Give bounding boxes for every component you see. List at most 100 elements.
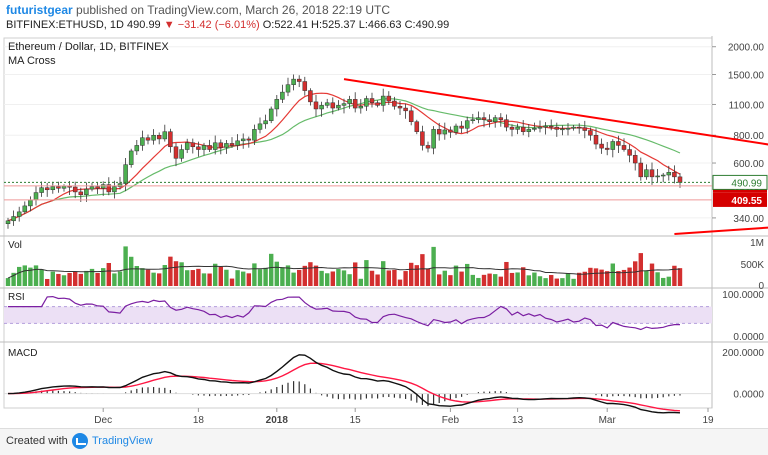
- volume-bar: [369, 270, 375, 286]
- candle-body: [448, 129, 453, 133]
- candle-body: [459, 125, 464, 129]
- volume-bar: [196, 268, 201, 286]
- volume-bar: [599, 269, 604, 286]
- volume-bar: [532, 272, 537, 286]
- candle-body: [380, 95, 386, 106]
- candle-body: [252, 129, 257, 141]
- volume-bar: [297, 269, 302, 286]
- volume-bar: [577, 272, 582, 286]
- volume-bar: [241, 271, 246, 286]
- volume-bar: [565, 273, 571, 286]
- tradingview-logo-icon[interactable]: [72, 433, 88, 449]
- volume-bar: [325, 273, 330, 286]
- plot-frame: [3, 37, 713, 409]
- candle-body: [212, 142, 218, 150]
- volume-bar: [129, 256, 134, 286]
- volume-tick-label: 500K: [741, 260, 765, 271]
- candle-body: [554, 126, 560, 130]
- tradingview-link[interactable]: TradingView: [92, 435, 153, 447]
- volume-tick-label: 1M: [750, 238, 764, 249]
- descending-trendline: [343, 78, 768, 146]
- candle-body: [364, 98, 369, 107]
- candle-body: [291, 78, 296, 85]
- macd-tick-label: 0.0000: [733, 390, 764, 401]
- candle-body: [240, 138, 246, 142]
- candle-body: [616, 141, 621, 146]
- candle-body: [11, 216, 16, 222]
- last-price-label-bg: [712, 174, 768, 190]
- candle-body: [369, 98, 375, 103]
- author-name[interactable]: futuristgear: [6, 3, 73, 17]
- candle-body: [571, 126, 576, 129]
- volume-bar: [185, 270, 190, 286]
- candle-body: [190, 142, 196, 148]
- volume-bar: [190, 270, 195, 286]
- candle-body: [666, 172, 672, 176]
- candle-body: [358, 105, 364, 109]
- volume-bar: [582, 271, 587, 286]
- volume-bar: [493, 274, 498, 286]
- volume-bar: [112, 273, 117, 286]
- candle-body: [184, 142, 190, 150]
- volume-bar: [274, 261, 279, 286]
- chart-canvas[interactable]: 2000.00 1500.00 1100.00 800.00 600.00 340.00 E…: [0, 36, 768, 428]
- volume-bar: [106, 263, 111, 286]
- volume-bar: [515, 272, 520, 286]
- volume-bar: [84, 270, 89, 286]
- candle-body: [464, 120, 470, 129]
- candle-body: [476, 117, 481, 120]
- candle-body: [218, 142, 224, 148]
- volume-bar: [593, 268, 599, 286]
- price-panel-title: Ethereum / Dollar, 1D, BITFINEX: [8, 41, 169, 53]
- volume-bar: [213, 263, 218, 286]
- candle-body: [537, 126, 543, 129]
- volume-bar: [308, 262, 313, 286]
- volume-bar: [420, 254, 425, 286]
- volume-bar: [621, 269, 627, 286]
- candle-body: [302, 81, 308, 91]
- candle-body: [638, 162, 644, 178]
- time-axis: Dec18201815Feb13Mar19Ap: [94, 408, 714, 426]
- volume-bar: [235, 270, 240, 286]
- ma-slow-line: [7, 98, 681, 222]
- candle-body: [470, 119, 476, 121]
- volume-bar: [353, 262, 358, 286]
- candle-body: [431, 129, 436, 149]
- candle-body: [140, 137, 145, 146]
- volume-bar: [661, 277, 666, 286]
- volume-bar: [397, 279, 403, 286]
- candles: [5, 74, 683, 229]
- candle-body: [319, 105, 324, 110]
- candle-body: [106, 184, 112, 193]
- candle-body: [151, 134, 156, 141]
- candle-body: [655, 175, 660, 178]
- candle-body: [548, 125, 554, 128]
- candle-body: [72, 186, 78, 193]
- volume-bar: [201, 273, 207, 286]
- candle-body: [632, 155, 638, 164]
- candle-body: [498, 117, 504, 120]
- candle-body: [268, 108, 274, 121]
- volume-ma-line: [7, 265, 681, 279]
- volume-bar: [168, 256, 173, 286]
- volume-bar: [123, 246, 128, 286]
- candle-body: [89, 186, 95, 190]
- candle-body: [134, 145, 140, 152]
- candle-body: [487, 119, 492, 122]
- volume-bar: [672, 265, 677, 286]
- volume-bar: [521, 267, 526, 286]
- macd-tick-label: 200.0000: [722, 348, 764, 359]
- candle-body: [44, 187, 50, 191]
- volume-bar: [33, 265, 39, 286]
- publish-line: futuristgear published on TradingView.co…: [6, 3, 390, 17]
- volume-bar: [437, 274, 442, 286]
- candle-body: [5, 220, 11, 224]
- volume-bar: [638, 253, 643, 286]
- last-price: 490.99: [127, 19, 161, 31]
- level-label-bg-1: [713, 192, 767, 207]
- candle-body: [425, 145, 431, 149]
- candle-body: [235, 140, 240, 146]
- volume-bar: [330, 271, 335, 286]
- candle-body: [532, 128, 537, 130]
- candle-body: [84, 188, 89, 196]
